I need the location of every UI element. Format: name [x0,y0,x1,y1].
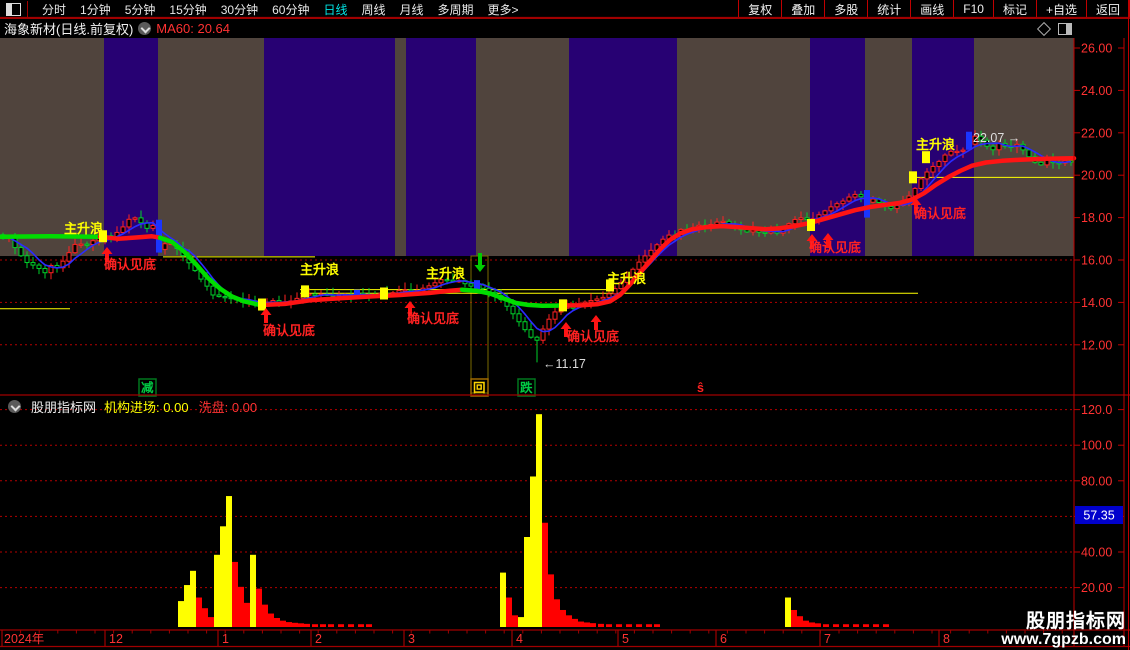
split-panel-icon[interactable] [1058,22,1072,35]
year-label: 2024年 [4,632,44,646]
tab-10-更多>[interactable]: 更多> [487,2,519,17]
symbol-title: 海象新材(日线.前复权) [4,22,134,37]
institution-entry-value: 机构进场: 0.00 [104,399,189,415]
svg-text:确认见底: 确认见底 [914,206,966,221]
ma60-value: MA60: 20.64 [156,21,230,36]
tab-3-15分钟[interactable]: 15分钟 [169,2,207,17]
tab-4-30分钟[interactable]: 30分钟 [220,2,259,17]
month-label: 8 [943,632,950,646]
watermark-name: 股朋指标网 [1025,611,1126,633]
value-tick-label: 80.00 [1081,474,1112,488]
tab-7-周线[interactable]: 周线 [361,2,386,17]
toolbar-divider [27,0,28,18]
button-叠加[interactable]: 叠加 [781,0,824,18]
month-label: 7 [824,632,831,646]
watermark-url: www.7gpzb.com [1001,631,1126,649]
svg-text:ŝ: ŝ [697,381,704,395]
svg-text:主升浪: 主升浪 [607,271,646,286]
button-+自选[interactable]: +自选 [1035,0,1086,18]
site-watermark: 股朋指标网 www.7gpzb.com [1001,612,1126,649]
washout-value: 洗盘: 0.00 [198,399,258,415]
title-bar: 海象新材(日线.前复权) MA60: 20.64 [0,19,1130,38]
indicator-source: 股朋指标网 [31,399,97,415]
collapse-chevron-icon[interactable] [138,22,152,35]
price-tick-label: 16.00 [1081,254,1112,268]
tab-9-多周期[interactable]: 多周期 [437,2,474,17]
month-label: 1 [222,632,229,646]
action-buttons: 复权 叠加 多股 统计 画线 F10 标记 +自选 返回 [738,0,1130,18]
indicator-header: 股朋指标网 机构进场: 0.00 洗盘: 0.00 [3,398,258,415]
button-返回[interactable]: 返回 [1085,0,1130,18]
month-label: 3 [408,632,415,646]
button-标记[interactable]: 标记 [992,0,1036,18]
svg-text:回: 回 [473,381,486,395]
svg-text:减: 减 [141,380,154,395]
price-tick-label: 14.00 [1081,296,1112,310]
svg-text:主升浪: 主升浪 [300,262,339,277]
svg-text:确认见底: 确认见底 [809,240,861,255]
month-label: 4 [516,632,523,646]
value-tick-label: 40.00 [1081,546,1112,560]
svg-text:确认见底: 确认见底 [263,323,315,338]
price-tick-label: 26.00 [1081,42,1112,56]
value-tick-label: 120.0 [1081,403,1112,417]
svg-text:主升浪: 主升浪 [916,137,955,152]
svg-text:主升浪: 主升浪 [64,221,103,236]
month-label: 12 [109,632,123,646]
price-tick-label: 22.00 [1081,126,1112,140]
value-tick-label: 20.00 [1081,581,1112,595]
tab-5-60分钟[interactable]: 60分钟 [272,2,310,17]
button-复权[interactable]: 复权 [738,0,781,18]
tab-2-5分钟[interactable]: 5分钟 [124,2,156,17]
last-value-tag: 57.35 [1083,509,1114,523]
indicator-collapse-icon[interactable] [8,399,21,413]
value-tick-label: 100.0 [1081,439,1112,453]
price-tick-label: 18.00 [1081,211,1112,225]
price-tick-label: 20.00 [1081,169,1112,183]
svg-text:主升浪: 主升浪 [426,266,465,281]
price-tick-label: 12.00 [1081,338,1112,352]
top-toolbar: 分时 1分钟 5分钟 15分钟 30分钟 60分钟 日线 周线 月线 多周期 更多> 复权 叠加 多股统… [0,0,1130,19]
month-label: 2 [315,632,322,646]
svg-text:22.07 →: 22.07 → [973,131,1020,145]
button-F10[interactable]: F10 [953,0,993,18]
tab-1-1分钟[interactable]: 1分钟 [80,2,111,17]
button-画线[interactable]: 画线 [910,0,953,18]
tab-8-月线[interactable]: 月线 [399,2,424,17]
month-label: 5 [622,632,629,646]
month-label: 6 [720,632,727,646]
svg-text:确认见底: 确认见底 [567,329,619,344]
window-icon[interactable] [6,2,21,16]
tab-0-分时[interactable]: 分时 [42,2,67,17]
button-统计[interactable]: 统计 [867,0,910,18]
svg-text:确认见底: 确认见底 [104,257,156,272]
tab-6-日线[interactable]: 日线 [323,2,348,17]
price-tick-label: 24.00 [1081,84,1112,98]
button-多股[interactable]: 多股 [824,0,867,18]
period-tabs: 分时 1分钟 5分钟 15分钟 30分钟 60分钟 日线 周线 月线 多周期 更多> [35,0,526,19]
svg-text:←11.17: ←11.17 [543,357,586,371]
svg-text:跌: 跌 [520,380,533,395]
svg-text:确认见底: 确认见底 [407,311,459,326]
